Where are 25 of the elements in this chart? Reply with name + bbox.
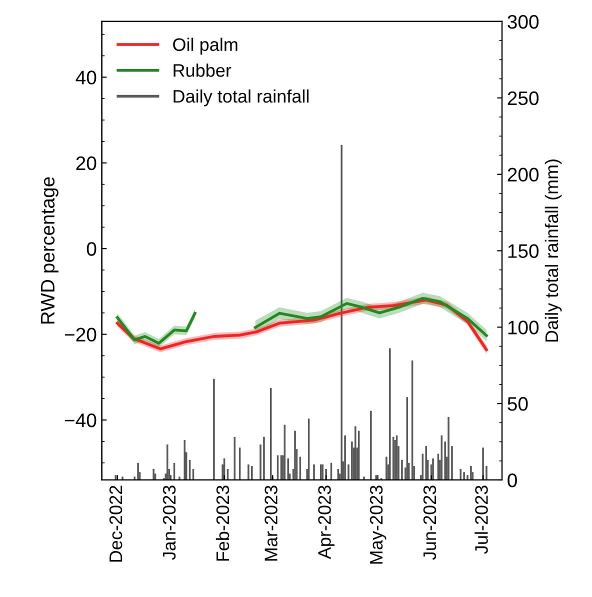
y2-tick-label: 150 [508,244,539,258]
x-tick-label: Apr-2023 [318,486,334,560]
y-axis-title: RWD percentage [41,177,58,324]
y-tick-label: 40 [76,70,96,84]
legend-label: Oil palm [173,38,238,55]
x-tick-label: Feb-2023 [216,486,230,561]
y2-tick-label: 100 [508,320,539,334]
y2-tick-label: 300 [508,14,539,29]
x-tick-label: Mar-2023 [264,486,278,561]
y2-tick-label: 250 [508,91,539,106]
x-tick-label: Jan-2023 [162,486,176,560]
legend-label: Daily total rainfall [174,89,309,106]
y2-tick-label: 0 [508,473,517,488]
x-tick-label: Jul-2023 [474,486,488,554]
x-tick-label: Dec-2022 [109,486,122,562]
y2-axis-title: Daily total rainfall (mm) [544,160,562,342]
y-tick-label: −40 [64,413,96,428]
legend-label: Rubber [174,64,232,77]
x-tick-label: Jun-2023 [423,486,436,560]
y2-tick-label: 50 [508,397,528,411]
y-tick-label: −20 [64,328,96,342]
x-tick-label: May-2023 [370,486,386,564]
y-tick-label: 20 [76,156,96,170]
y-tick-label: 0 [86,242,96,256]
y2-tick-label: 200 [508,168,539,182]
